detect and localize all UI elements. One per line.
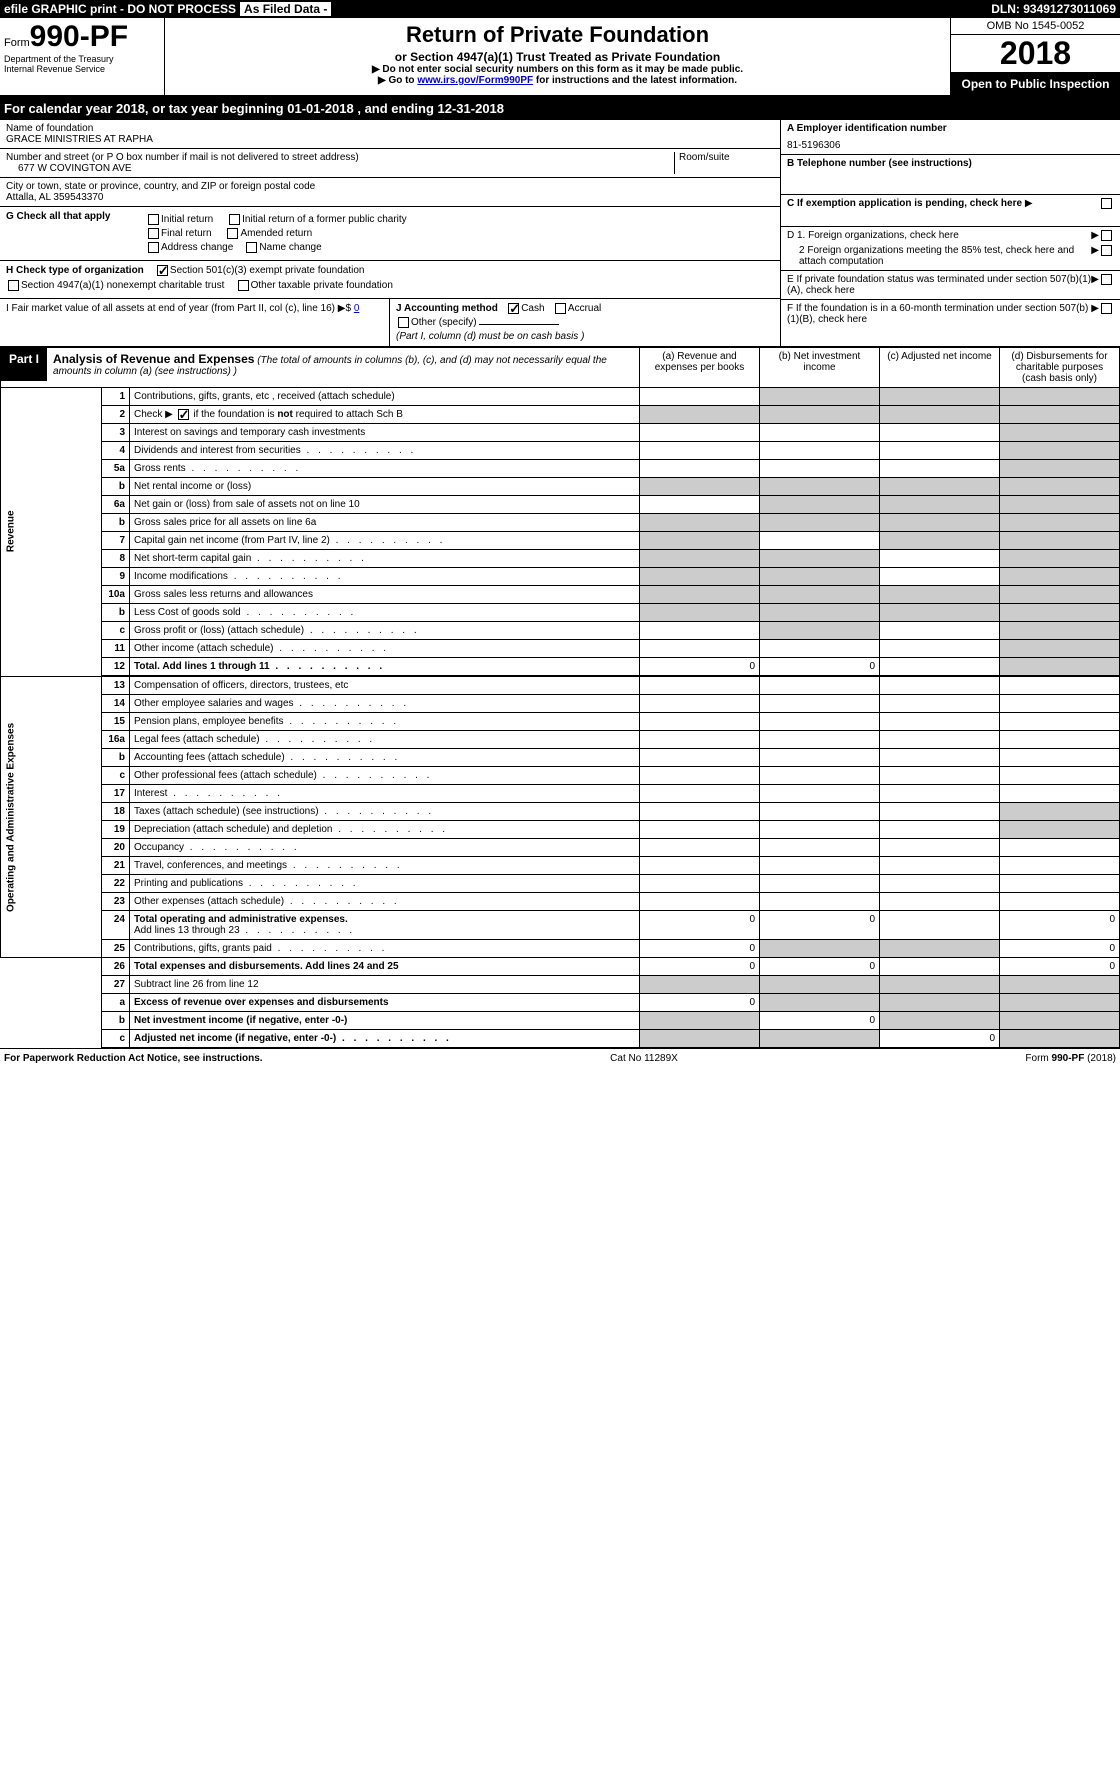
- part1-label: Part I: [1, 348, 47, 381]
- final-return-checkbox[interactable]: [148, 228, 159, 239]
- former-charity-checkbox[interactable]: [229, 214, 240, 225]
- g-label: G Check all that apply: [6, 211, 110, 222]
- form-note2: ▶ Go to www.irs.gov/Form990PF for instru…: [169, 75, 946, 86]
- form-header: Form990-PF Department of the Treasury In…: [0, 18, 1120, 97]
- e-label: E If private foundation status was termi…: [787, 274, 1091, 296]
- revenue-label: Revenue: [1, 387, 102, 676]
- addr-label: Number and street (or P O box number if …: [6, 152, 674, 163]
- cash-checkbox[interactable]: [508, 303, 519, 314]
- name-label: Name of foundation: [6, 123, 774, 134]
- city-state-zip: Attalla, AL 359543370: [6, 192, 774, 203]
- name-change-checkbox[interactable]: [246, 242, 257, 253]
- ein-value: 81-5196306: [787, 140, 1114, 151]
- form-number: 990-PF: [30, 20, 128, 53]
- h-label: H Check type of organization: [6, 266, 144, 277]
- j-label: J Accounting method: [396, 303, 498, 314]
- foundation-name: GRACE MINISTRIES AT RAPHA: [6, 134, 774, 145]
- col-a-header: (a) Revenue and expenses per books: [640, 347, 760, 387]
- col-b-header: (b) Net investment income: [760, 347, 880, 387]
- exemption-pending-checkbox[interactable]: [1101, 198, 1112, 209]
- part1-table: Part I Analysis of Revenue and Expenses …: [0, 347, 1120, 1048]
- dept-line1: Department of the Treasury: [4, 54, 160, 64]
- schb-checkbox[interactable]: [178, 409, 189, 420]
- address: 677 W COVINGTON AVE: [6, 163, 674, 174]
- c-label: C If exemption application is pending, c…: [787, 198, 1022, 209]
- efile-label: efile GRAPHIC print - DO NOT PROCESS: [4, 2, 236, 16]
- footer-mid: Cat No 11289X: [610, 1053, 678, 1064]
- as-filed-box: As Filed Data -: [240, 2, 331, 16]
- tax-year: 2018: [951, 35, 1120, 73]
- dept-line2: Internal Revenue Service: [4, 64, 160, 74]
- accrual-checkbox[interactable]: [555, 303, 566, 314]
- i-label: I Fair market value of all assets at end…: [6, 303, 351, 314]
- omb-number: OMB No 1545-0052: [951, 18, 1120, 35]
- col-c-header: (c) Adjusted net income: [880, 347, 1000, 387]
- form-note1: ▶ Do not enter social security numbers o…: [169, 64, 946, 75]
- foreign-85-checkbox[interactable]: [1101, 245, 1112, 256]
- 4947-checkbox[interactable]: [8, 280, 19, 291]
- room-label: Room/suite: [674, 152, 774, 174]
- initial-return-checkbox[interactable]: [148, 214, 159, 225]
- other-taxable-checkbox[interactable]: [238, 280, 249, 291]
- form-title: Return of Private Foundation: [169, 22, 946, 48]
- fmv-value[interactable]: 0: [354, 303, 360, 314]
- entity-info: Name of foundation GRACE MINISTRIES AT R…: [0, 120, 1120, 347]
- d2-label: 2 Foreign organizations meeting the 85% …: [787, 245, 1091, 267]
- top-bar: efile GRAPHIC print - DO NOT PROCESS As …: [0, 0, 1120, 18]
- d1-label: D 1. Foreign organizations, check here: [787, 230, 1091, 241]
- j-note: (Part I, column (d) must be on cash basi…: [396, 331, 584, 342]
- calendar-year-row: For calendar year 2018, or tax year begi…: [0, 97, 1120, 120]
- 501c3-checkbox[interactable]: [157, 265, 168, 276]
- city-label: City or town, state or province, country…: [6, 181, 774, 192]
- address-change-checkbox[interactable]: [148, 242, 159, 253]
- footer-left: For Paperwork Reduction Act Notice, see …: [4, 1053, 263, 1064]
- amended-return-checkbox[interactable]: [227, 228, 238, 239]
- part1-title: Analysis of Revenue and Expenses: [53, 352, 254, 366]
- ein-label: A Employer identification number: [787, 123, 947, 134]
- other-method-checkbox[interactable]: [398, 317, 409, 328]
- dln-label: DLN: 93491273011069: [991, 2, 1116, 16]
- expenses-label: Operating and Administrative Expenses: [1, 677, 102, 958]
- 60-month-checkbox[interactable]: [1101, 303, 1112, 314]
- tel-label: B Telephone number (see instructions): [787, 158, 972, 169]
- foreign-org-checkbox[interactable]: [1101, 230, 1112, 241]
- page-footer: For Paperwork Reduction Act Notice, see …: [0, 1048, 1120, 1068]
- f-label: F If the foundation is in a 60-month ter…: [787, 303, 1091, 325]
- form-subtitle: or Section 4947(a)(1) Trust Treated as P…: [169, 50, 946, 64]
- irs-link[interactable]: www.irs.gov/Form990PF: [417, 75, 533, 86]
- col-d-header: (d) Disbursements for charitable purpose…: [1000, 347, 1120, 387]
- open-public-badge: Open to Public Inspection: [951, 73, 1120, 95]
- status-terminated-checkbox[interactable]: [1101, 274, 1112, 285]
- form-prefix: Form: [4, 37, 30, 49]
- footer-right: Form 990-PF (2018): [1025, 1053, 1116, 1064]
